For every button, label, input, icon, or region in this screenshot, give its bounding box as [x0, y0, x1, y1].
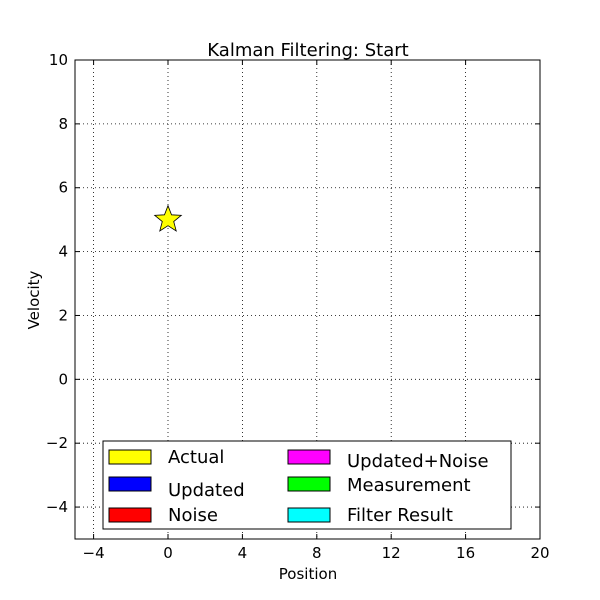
y-tick-label: 4 — [58, 243, 68, 261]
legend-label-filter-result: Filter Result — [347, 505, 453, 526]
x-tick-label: 8 — [312, 544, 322, 562]
legend: Actual Updated Noise Updated+Noise Measureme… — [102, 440, 512, 530]
x-tick-label: 4 — [238, 544, 248, 562]
legend-swatch-noise — [108, 507, 152, 523]
y-tick-label: 0 — [58, 370, 68, 388]
x-axis-label: Position — [279, 565, 337, 583]
y-tick-label: 8 — [58, 115, 68, 133]
legend-swatch-updated-noise — [287, 449, 331, 465]
y-tick-label: −2 — [46, 434, 68, 452]
axis-ticks: −4 0 4 8 12 16 20 −4 −2 0 2 4 6 8 10 — [46, 51, 550, 562]
y-tick-label: 2 — [58, 306, 68, 324]
y-tick-label: 10 — [49, 51, 68, 69]
x-tick-label: 0 — [163, 544, 173, 562]
legend-label-updated-noise: Updated+Noise — [347, 451, 489, 472]
x-tick-label: −4 — [83, 544, 105, 562]
x-tick-label: 16 — [456, 544, 475, 562]
y-tick-label: 6 — [58, 179, 68, 197]
x-tick-label: 12 — [382, 544, 401, 562]
legend-swatch-filter-result — [287, 507, 331, 523]
legend-label-actual: Actual — [168, 447, 224, 468]
legend-swatch-actual — [108, 449, 152, 465]
legend-label-noise: Noise — [168, 505, 218, 526]
legend-swatch-measurement — [287, 476, 331, 492]
chart-title: Kalman Filtering: Start — [207, 40, 408, 61]
y-tick-label: −4 — [46, 498, 68, 516]
legend-swatch-updated — [108, 476, 152, 492]
data-marks — [153, 204, 183, 232]
legend-label-updated: Updated — [168, 480, 245, 501]
x-tick-label: 20 — [530, 544, 549, 562]
actual-star-point — [153, 204, 183, 232]
legend-label-measurement: Measurement — [347, 475, 471, 496]
y-axis-label: Velocity — [25, 270, 43, 329]
plot-frame — [74, 59, 541, 540]
